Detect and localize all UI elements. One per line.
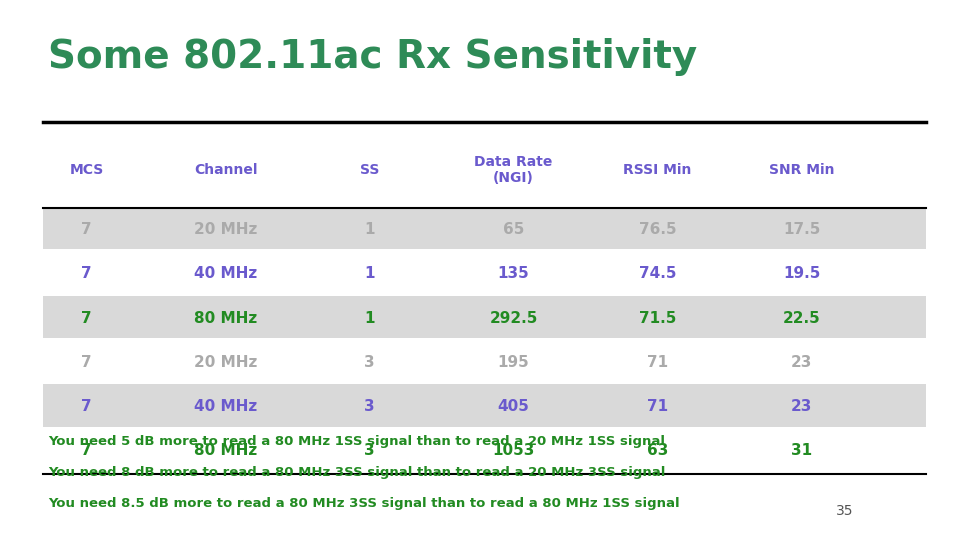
Text: You need 8 dB more to read a 80 MHz 3SS signal than to read a 20 MHz 3SS signal: You need 8 dB more to read a 80 MHz 3SS … — [48, 466, 665, 479]
Text: 76.5: 76.5 — [638, 222, 677, 237]
Text: 23: 23 — [791, 355, 812, 370]
FancyBboxPatch shape — [43, 340, 926, 382]
Text: 405: 405 — [497, 399, 530, 414]
Text: 7: 7 — [81, 443, 92, 458]
Text: 292.5: 292.5 — [490, 310, 538, 326]
Text: 35: 35 — [836, 504, 853, 518]
Text: 17.5: 17.5 — [783, 222, 820, 237]
Text: 3: 3 — [364, 443, 375, 458]
Text: 23: 23 — [791, 399, 812, 414]
Text: 1: 1 — [365, 222, 374, 237]
Text: Channel: Channel — [194, 163, 257, 177]
Text: 7: 7 — [81, 266, 92, 281]
Text: 80 MHz: 80 MHz — [194, 443, 257, 458]
Text: MCS: MCS — [69, 163, 104, 177]
Text: You need 8.5 dB more to read a 80 MHz 3SS signal than to read a 80 MHz 1SS signa: You need 8.5 dB more to read a 80 MHz 3S… — [48, 497, 680, 510]
Text: 135: 135 — [497, 266, 530, 281]
Text: SS: SS — [360, 163, 379, 177]
Text: 71.5: 71.5 — [639, 310, 676, 326]
FancyBboxPatch shape — [43, 429, 926, 471]
Text: 3: 3 — [364, 355, 375, 370]
Text: RSSI Min: RSSI Min — [623, 163, 692, 177]
Text: SNR Min: SNR Min — [769, 163, 834, 177]
Text: 7: 7 — [81, 399, 92, 414]
FancyBboxPatch shape — [43, 207, 926, 249]
Text: 3: 3 — [364, 399, 375, 414]
Text: 71: 71 — [647, 355, 668, 370]
Text: 22.5: 22.5 — [782, 310, 821, 326]
FancyBboxPatch shape — [43, 296, 926, 338]
Text: 40 MHz: 40 MHz — [194, 266, 257, 281]
Text: 1053: 1053 — [492, 443, 535, 458]
Text: 31: 31 — [791, 443, 812, 458]
Text: 20 MHz: 20 MHz — [194, 222, 257, 237]
Text: 7: 7 — [81, 222, 92, 237]
Text: 71: 71 — [647, 399, 668, 414]
Text: 65: 65 — [503, 222, 524, 237]
Text: 1: 1 — [365, 266, 374, 281]
Text: 40 MHz: 40 MHz — [194, 399, 257, 414]
Text: Data Rate
(NGI): Data Rate (NGI) — [474, 155, 553, 185]
Text: 19.5: 19.5 — [783, 266, 820, 281]
Text: Some 802.11ac Rx Sensitivity: Some 802.11ac Rx Sensitivity — [48, 38, 697, 76]
Text: 1: 1 — [365, 310, 374, 326]
Text: 80 MHz: 80 MHz — [194, 310, 257, 326]
Text: 20 MHz: 20 MHz — [194, 355, 257, 370]
FancyBboxPatch shape — [43, 384, 926, 427]
Text: 63: 63 — [647, 443, 668, 458]
Text: 74.5: 74.5 — [638, 266, 677, 281]
Text: 195: 195 — [497, 355, 530, 370]
Text: 7: 7 — [81, 355, 92, 370]
Text: 7: 7 — [81, 310, 92, 326]
FancyBboxPatch shape — [43, 252, 926, 294]
Text: You need 5 dB more to read a 80 MHz 1SS signal than to read a 20 MHz 1SS signal: You need 5 dB more to read a 80 MHz 1SS … — [48, 435, 665, 448]
